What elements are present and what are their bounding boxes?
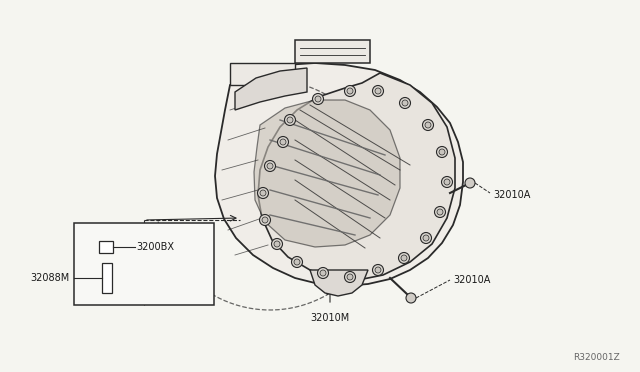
Circle shape: [271, 238, 282, 250]
FancyBboxPatch shape: [74, 223, 214, 305]
Circle shape: [439, 149, 445, 155]
Circle shape: [320, 270, 326, 276]
Polygon shape: [254, 100, 400, 247]
Circle shape: [280, 139, 286, 145]
Circle shape: [347, 274, 353, 280]
Polygon shape: [215, 63, 463, 286]
Circle shape: [260, 190, 266, 196]
Circle shape: [423, 235, 429, 241]
Circle shape: [444, 179, 450, 185]
Circle shape: [294, 259, 300, 265]
Circle shape: [257, 187, 269, 199]
Circle shape: [344, 86, 355, 96]
Circle shape: [399, 97, 410, 109]
Circle shape: [347, 88, 353, 94]
Polygon shape: [310, 270, 368, 296]
Circle shape: [285, 115, 296, 125]
Circle shape: [264, 160, 275, 171]
Circle shape: [315, 96, 321, 102]
Circle shape: [291, 257, 303, 267]
Circle shape: [344, 272, 355, 282]
Text: 32010A: 32010A: [453, 275, 490, 285]
Circle shape: [287, 117, 293, 123]
Circle shape: [401, 255, 407, 261]
Circle shape: [274, 241, 280, 247]
FancyBboxPatch shape: [102, 263, 111, 293]
Circle shape: [406, 293, 416, 303]
Circle shape: [259, 215, 271, 225]
Circle shape: [267, 163, 273, 169]
Circle shape: [425, 122, 431, 128]
Circle shape: [465, 178, 475, 188]
Text: 3200BX: 3200BX: [136, 242, 175, 252]
Text: R320001Z: R320001Z: [573, 353, 620, 362]
Circle shape: [442, 176, 452, 187]
Circle shape: [402, 100, 408, 106]
Circle shape: [399, 253, 410, 263]
Polygon shape: [235, 68, 307, 110]
Circle shape: [372, 264, 383, 276]
Circle shape: [422, 119, 433, 131]
Circle shape: [312, 93, 323, 105]
Text: 32088M: 32088M: [30, 273, 70, 283]
Circle shape: [437, 209, 443, 215]
Circle shape: [436, 147, 447, 157]
Circle shape: [278, 137, 289, 148]
Circle shape: [420, 232, 431, 244]
Circle shape: [317, 267, 328, 279]
Polygon shape: [295, 40, 370, 63]
Text: 32010A: 32010A: [493, 190, 531, 200]
Circle shape: [262, 217, 268, 223]
Circle shape: [435, 206, 445, 218]
Polygon shape: [230, 63, 295, 85]
Circle shape: [375, 267, 381, 273]
Circle shape: [375, 88, 381, 94]
FancyBboxPatch shape: [99, 241, 113, 253]
Polygon shape: [258, 73, 455, 280]
Circle shape: [372, 86, 383, 96]
Text: 32010M: 32010M: [310, 313, 349, 323]
